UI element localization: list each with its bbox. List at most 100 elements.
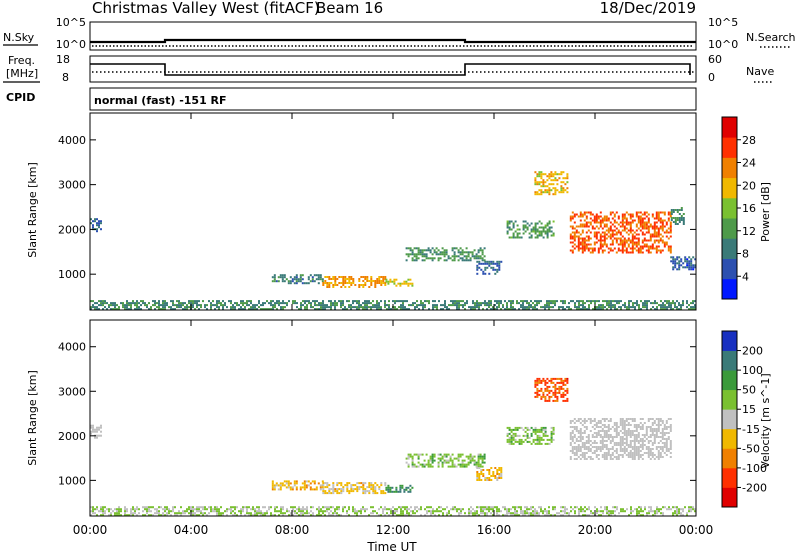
data-cell xyxy=(550,183,553,186)
data-cell xyxy=(536,300,538,303)
data-cell xyxy=(330,506,332,509)
data-cell xyxy=(240,510,242,513)
data-cell xyxy=(548,189,551,192)
data-cell xyxy=(603,225,606,228)
data-cell xyxy=(647,227,650,230)
data-cell xyxy=(580,300,582,303)
data-cell xyxy=(370,276,373,278)
data-cell xyxy=(526,228,529,231)
data-cell xyxy=(376,280,379,282)
data-cell xyxy=(615,448,618,450)
data-cell xyxy=(636,510,638,513)
data-cell xyxy=(92,512,94,515)
data-cell xyxy=(417,253,420,256)
data-cell xyxy=(542,432,545,435)
data-cell xyxy=(554,300,556,303)
data-cell xyxy=(444,304,446,307)
data-cell xyxy=(468,508,470,511)
data-cell xyxy=(552,302,554,305)
data-cell xyxy=(573,426,576,428)
data-cell xyxy=(516,224,519,227)
data-cell xyxy=(291,486,294,489)
data-cell xyxy=(580,304,582,307)
data-cell xyxy=(573,231,576,234)
data-cell xyxy=(376,492,379,495)
data-cell xyxy=(669,227,672,230)
data-cell xyxy=(432,512,434,515)
data-cell xyxy=(382,512,384,515)
data-cell xyxy=(382,490,385,493)
data-cell xyxy=(530,230,533,233)
data-cell xyxy=(621,440,624,442)
data-cell xyxy=(538,171,541,174)
data-cell xyxy=(409,455,412,458)
data-cell xyxy=(546,300,548,303)
data-cell xyxy=(662,302,664,305)
data-cell xyxy=(631,446,634,448)
data-cell xyxy=(472,308,474,311)
data-cell xyxy=(506,226,509,229)
data-cell xyxy=(542,185,545,188)
data-cell xyxy=(442,508,444,511)
data-cell xyxy=(96,436,98,439)
data-cell xyxy=(546,232,549,235)
data-cell xyxy=(597,215,600,218)
data-cell xyxy=(164,300,166,303)
data-cell xyxy=(336,512,338,515)
data-cell xyxy=(566,399,569,402)
data-cell xyxy=(362,488,365,491)
colorbar-segment xyxy=(722,137,737,158)
data-cell xyxy=(90,510,92,513)
data-cell xyxy=(338,300,340,303)
data-cell xyxy=(158,512,160,515)
data-cell xyxy=(376,300,378,303)
data-cell xyxy=(601,444,604,446)
data-cell xyxy=(332,514,334,517)
data-cell xyxy=(611,233,614,236)
data-cell xyxy=(506,308,508,311)
data-cell xyxy=(631,213,634,216)
data-cell xyxy=(488,477,491,479)
data-cell xyxy=(573,448,576,450)
data-cell xyxy=(560,187,563,190)
data-cell xyxy=(366,280,369,282)
data-cell xyxy=(510,512,512,515)
data-cell xyxy=(150,514,152,517)
data-cell xyxy=(536,514,538,517)
data-cell xyxy=(192,302,194,305)
data-cell xyxy=(651,225,654,228)
data-cell xyxy=(641,424,644,426)
data-cell xyxy=(530,234,533,237)
data-cell xyxy=(534,438,537,441)
data-cell xyxy=(532,308,534,311)
data-cell xyxy=(661,442,664,444)
colorbar-tick-label: 20 xyxy=(742,179,756,192)
data-cell xyxy=(421,251,424,254)
data-cell xyxy=(454,304,456,307)
data-cell xyxy=(480,506,482,509)
data-cell xyxy=(453,259,456,262)
data-cell xyxy=(510,236,513,239)
data-cell xyxy=(176,304,178,307)
data-cell xyxy=(142,514,144,517)
data-cell xyxy=(599,450,602,452)
data-cell xyxy=(286,302,288,305)
data-cell xyxy=(655,430,658,432)
data-cell xyxy=(670,508,672,511)
data-cell xyxy=(611,243,614,246)
data-cell xyxy=(536,434,539,437)
data-cell xyxy=(630,512,632,515)
data-cell xyxy=(100,506,102,509)
data-cell xyxy=(354,306,356,309)
data-cell xyxy=(299,488,302,491)
data-cell xyxy=(610,300,612,303)
data-cell xyxy=(92,300,94,303)
data-cell xyxy=(608,306,610,309)
data-cell xyxy=(96,308,98,311)
data-cell xyxy=(672,300,674,303)
data-cell xyxy=(665,426,668,428)
data-cell xyxy=(136,514,138,517)
data-cell xyxy=(332,492,335,495)
data-cell xyxy=(465,255,468,258)
data-cell xyxy=(686,262,689,265)
